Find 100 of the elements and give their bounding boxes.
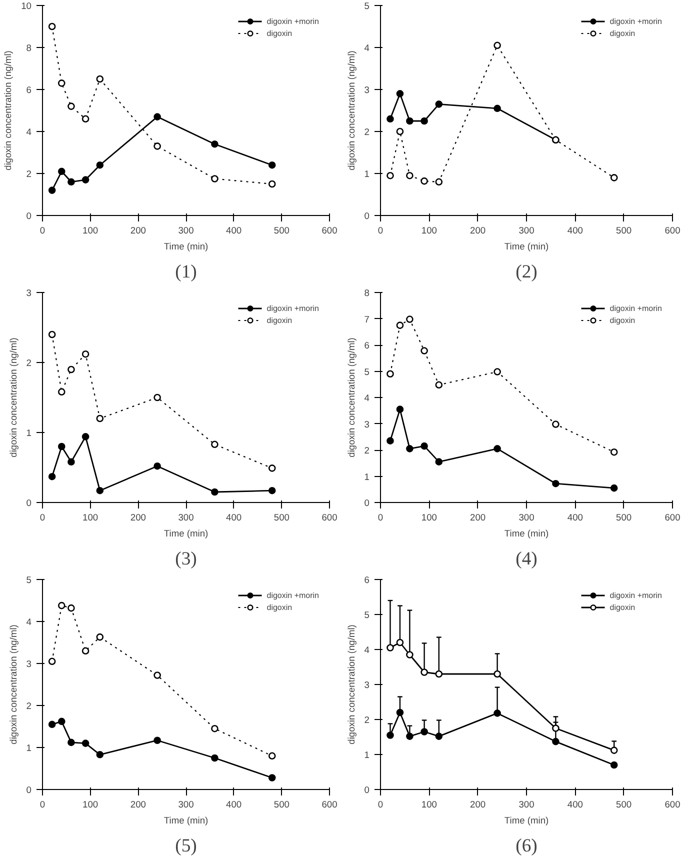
y-tick-label: 5 <box>364 366 370 377</box>
y-tick-label: 6 <box>26 85 32 95</box>
x-tick-label: 600 <box>322 226 338 236</box>
y-tick-label: 0 <box>364 785 370 795</box>
legend-label: digoxin <box>610 28 636 39</box>
x-tick-label: 200 <box>130 226 146 236</box>
x-tick-label: 500 <box>274 226 290 236</box>
y-tick-label: 0 <box>26 211 32 221</box>
y-tick-label: 10 <box>21 1 32 11</box>
x-tick-label: 100 <box>82 512 98 522</box>
y-tick-label: 4 <box>364 645 370 655</box>
x-tick-label: 600 <box>322 800 338 810</box>
x-tick-label: 300 <box>178 800 194 810</box>
x-tick-label: 100 <box>82 800 98 810</box>
y-tick-label: 0 <box>364 498 370 508</box>
text: (4) <box>516 548 538 570</box>
y-tick-label: 0 <box>26 785 32 795</box>
x-tick-label: 600 <box>322 512 338 522</box>
x-tick-label: 500 <box>616 512 632 522</box>
text: (3) <box>175 548 197 570</box>
x-tick-label: 500 <box>616 800 632 810</box>
x-tick-label: 0 <box>40 800 46 810</box>
y-tick-label: 7 <box>364 314 370 324</box>
y-axis-title: digoxin concentration (ng/ml) <box>3 50 14 170</box>
legend-label: digoxin +morin <box>266 302 319 314</box>
x-tick-label: 400 <box>226 512 242 522</box>
x-tick-label: 300 <box>518 226 534 236</box>
x-axis-title: Time (min) <box>164 242 208 252</box>
y-tick-label: 2 <box>364 127 370 137</box>
y-tick-label: 2 <box>364 446 370 456</box>
x-axis-title: Time (min) <box>504 816 549 826</box>
legend-label: digoxin <box>610 602 636 613</box>
y-tick-label: 1 <box>26 428 32 438</box>
y-tick-label: 5 <box>364 1 370 11</box>
x-tick-label: 400 <box>226 800 242 810</box>
y-tick-label: 4 <box>364 43 370 53</box>
y-tick-label: 4 <box>26 127 32 137</box>
y-tick-label: 6 <box>364 575 370 585</box>
y-tick-label: 6 <box>364 340 370 350</box>
y-tick-label: 3 <box>26 288 32 298</box>
x-tick-label: 500 <box>616 226 632 236</box>
x-tick-label: 200 <box>470 512 486 522</box>
text: (2) <box>516 262 538 282</box>
y-axis-title: digoxin concentration (ng/ml) <box>346 50 356 170</box>
y-tick-label: 8 <box>26 43 32 53</box>
y-tick-label: 2 <box>364 715 370 725</box>
text: (5) <box>175 836 197 856</box>
y-tick-label: 1 <box>26 743 32 753</box>
x-axis-title: Time (min) <box>164 528 208 538</box>
y-tick-label: 1 <box>364 750 370 760</box>
x-tick-label: 600 <box>664 226 680 236</box>
x-axis-title: Time (min) <box>504 242 549 252</box>
y-tick-label: 8 <box>364 288 370 298</box>
x-tick-label: 500 <box>274 800 290 810</box>
legend-label: digoxin <box>610 314 636 326</box>
legend-label: digoxin <box>266 314 292 326</box>
x-tick-label: 200 <box>470 800 486 810</box>
legend-label: digoxin +morin <box>266 16 319 27</box>
y-tick-label: 1 <box>364 169 370 179</box>
x-tick-label: 0 <box>378 800 384 810</box>
x-tick-label: 100 <box>421 800 437 810</box>
x-axis-title: Time (min) <box>164 816 208 826</box>
y-tick-label: 5 <box>364 610 370 620</box>
y-tick-label: 2 <box>26 169 32 179</box>
y-tick-label: 2 <box>26 358 32 368</box>
y-tick-label: 0 <box>26 498 32 508</box>
x-tick-label: 400 <box>567 226 583 236</box>
legend-label: digoxin <box>266 28 292 39</box>
x-tick-label: 100 <box>421 226 437 236</box>
x-tick-label: 200 <box>470 226 486 236</box>
x-tick-label: 400 <box>567 800 583 810</box>
x-tick-label: 0 <box>40 226 46 236</box>
x-tick-label: 300 <box>178 226 194 236</box>
x-tick-label: 0 <box>378 512 384 522</box>
x-tick-label: 600 <box>664 800 680 810</box>
y-tick-label: 5 <box>26 575 32 585</box>
y-tick-label: 4 <box>26 617 32 627</box>
y-tick-label: 3 <box>364 85 370 95</box>
y-tick-label: 3 <box>364 419 370 430</box>
y-tick-label: 1 <box>364 472 370 482</box>
y-tick-label: 2 <box>26 701 32 711</box>
legend-label: digoxin +morin <box>610 16 662 27</box>
y-axis-title: digoxin concentration (ng/ml) <box>8 624 18 744</box>
x-tick-label: 400 <box>226 226 242 236</box>
x-tick-label: 100 <box>421 512 437 522</box>
x-tick-label: 100 <box>82 226 98 236</box>
x-tick-label: 0 <box>40 512 46 522</box>
y-axis-title: digoxin concentration (ng/ml) <box>346 338 356 458</box>
legend-label: digoxin +morin <box>610 302 662 314</box>
x-tick-label: 400 <box>567 512 583 522</box>
x-axis-title: Time (min) <box>504 528 549 538</box>
y-tick-label: 3 <box>364 680 370 690</box>
x-tick-label: 200 <box>130 512 146 522</box>
x-tick-label: 0 <box>378 226 384 236</box>
text: (6) <box>516 836 538 856</box>
y-tick-label: 3 <box>26 659 32 669</box>
legend-label: digoxin <box>266 602 292 613</box>
y-tick-label: 4 <box>364 393 370 403</box>
y-axis-title: digoxin concentration (ng/ml) <box>346 624 356 744</box>
x-tick-label: 600 <box>664 512 680 522</box>
